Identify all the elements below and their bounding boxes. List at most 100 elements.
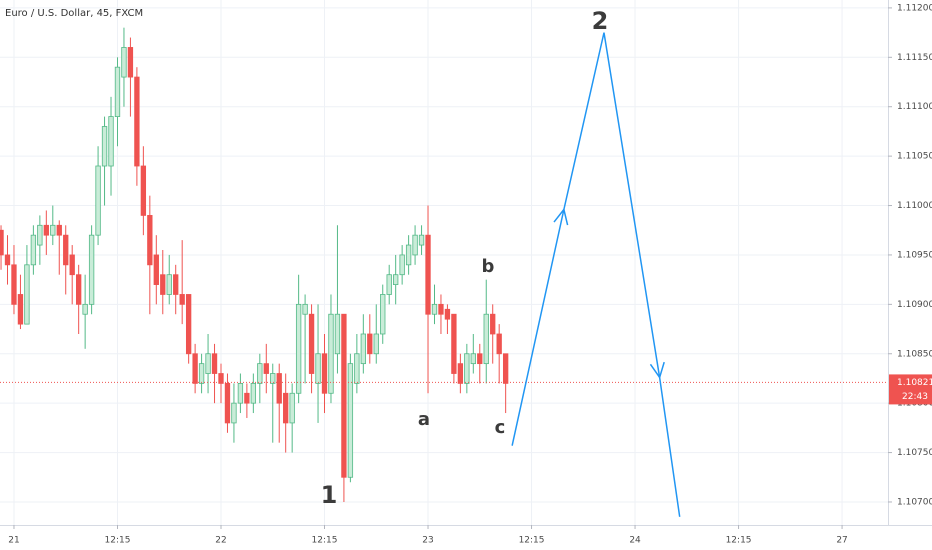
candle-body [438, 303, 444, 315]
candle-body [140, 165, 147, 216]
candle-body [4, 254, 11, 266]
candle-body [412, 234, 418, 256]
candle-body [464, 353, 470, 384]
y-tick-label: 1.11000 [897, 201, 932, 211]
candle-body [347, 363, 354, 478]
candle-body [496, 333, 502, 355]
candle-body [205, 353, 211, 374]
candle-body [237, 382, 244, 404]
candle-body [24, 264, 30, 325]
chart-title: Euro / U.S. Dollar, 45, FXCM [5, 8, 143, 19]
annotation: c [495, 417, 506, 438]
countdown: 22:43 [902, 392, 928, 402]
y-tick-label: 1.10700 [897, 497, 932, 507]
candle-body [76, 274, 82, 305]
candle-body [63, 234, 69, 266]
candle-body [393, 274, 399, 285]
candle-body [308, 313, 315, 374]
candle-body [328, 313, 334, 394]
candle-body [373, 333, 379, 355]
y-tick-label: 1.11100 [897, 102, 932, 112]
candle-body [386, 274, 392, 295]
candle-body [17, 294, 24, 325]
candle-body [108, 116, 114, 167]
arrow-head [649, 361, 665, 380]
x-tick-label: 23 [422, 536, 433, 546]
candle-body [153, 254, 159, 285]
annotation: 2 [592, 7, 609, 35]
annotation: b [482, 256, 495, 277]
candle-body [95, 165, 101, 236]
candle-body [50, 224, 56, 236]
candle-body [457, 363, 464, 384]
candle-body [30, 234, 37, 266]
candle-body [114, 66, 121, 118]
y-tick-label: 1.11200 [897, 3, 932, 13]
candle-body [431, 303, 438, 315]
candle-body [425, 234, 431, 315]
x-tick-label: 22 [215, 536, 226, 546]
candle-body [0, 229, 4, 256]
candle-body [490, 313, 496, 335]
candle-body [451, 313, 457, 374]
candle-body [295, 303, 302, 394]
candle-body [218, 373, 224, 384]
candle-body [354, 353, 360, 384]
arrow-head [553, 207, 569, 226]
candle-body [276, 373, 282, 404]
projection-line [511, 32, 681, 517]
candle-body [56, 224, 62, 236]
candle-body [82, 303, 88, 315]
candle-body [88, 234, 95, 305]
candle-body [211, 353, 218, 374]
candle-body [173, 274, 179, 295]
annotation: a [418, 409, 430, 430]
candle-body [341, 313, 347, 478]
candle-body [315, 353, 321, 384]
candle-body [250, 382, 257, 404]
candle-body [43, 224, 49, 236]
x-tick-label: 12:15 [312, 536, 338, 546]
y-tick-label: 1.10850 [897, 349, 932, 359]
candle-body [192, 353, 198, 384]
candle-body [231, 402, 237, 424]
candle-body [321, 353, 328, 394]
price-label: 1.10821 [897, 378, 932, 388]
candle-body [134, 76, 140, 167]
candle-body [360, 333, 366, 365]
x-tick-label: 12:15 [105, 536, 131, 546]
candle-body [399, 254, 405, 276]
candle-body [477, 353, 483, 365]
candle-body [224, 382, 231, 424]
x-tick-label: 24 [629, 536, 641, 546]
candle-body [444, 308, 451, 320]
candle-body [263, 363, 269, 374]
x-tick-label: 12:15 [726, 536, 752, 546]
candle-body [69, 254, 75, 276]
candle-body [166, 274, 172, 295]
y-tick-label: 1.10750 [897, 448, 932, 458]
candle-body [127, 47, 134, 78]
y-tick-label: 1.11150 [897, 53, 932, 63]
candle-body [470, 353, 476, 365]
y-tick-label: 1.10950 [897, 250, 932, 260]
candle-body [334, 313, 341, 355]
candle-body [270, 373, 276, 384]
annotation: 1 [321, 481, 338, 509]
candle-body [380, 294, 386, 335]
candle-body [179, 294, 185, 305]
candle-body [502, 353, 509, 384]
candle-body [101, 126, 108, 167]
candle-body [418, 234, 425, 246]
candle-body [11, 264, 17, 305]
candle-body [483, 313, 489, 365]
candle-body [37, 224, 43, 246]
candle-body [185, 294, 192, 355]
y-tick-label: 1.11050 [897, 152, 932, 162]
y-tick-label: 1.10900 [897, 300, 932, 310]
candle-body [367, 333, 373, 355]
candle-body [405, 244, 412, 266]
candle-body [244, 392, 250, 404]
